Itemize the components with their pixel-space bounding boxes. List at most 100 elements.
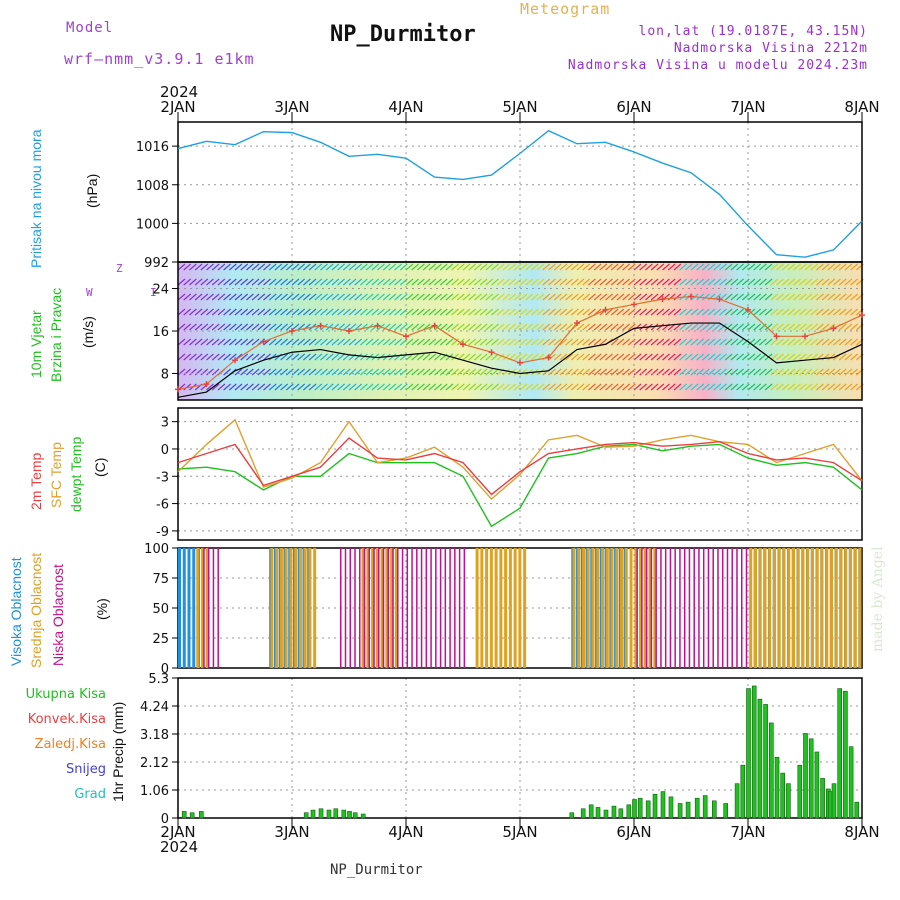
wind-barb <box>753 368 762 376</box>
wind-barb <box>263 368 271 376</box>
wind-barb <box>833 368 841 376</box>
wind-barb <box>588 293 596 301</box>
wind-barb <box>417 368 425 376</box>
wind-barb <box>434 263 442 271</box>
wind-barb <box>337 278 345 286</box>
wind-barb <box>570 293 579 301</box>
wind-barb <box>570 383 579 391</box>
cloud-bar <box>397 548 399 668</box>
wind-barb <box>850 338 858 346</box>
wind-barb <box>257 308 266 316</box>
wind-barb <box>536 293 545 301</box>
precip-bar <box>711 800 717 819</box>
y-tick-label: 50 <box>152 602 169 617</box>
wind-barb <box>474 278 482 286</box>
cloud-bar <box>458 548 461 668</box>
cloud-bar <box>702 548 705 668</box>
cloud-bar <box>745 548 748 668</box>
precip-bar <box>831 783 837 819</box>
wind-gust-marker <box>659 296 666 303</box>
x-tick-label-bottom: 5JAN <box>502 823 537 841</box>
wind-barb <box>633 368 642 376</box>
wind-barb <box>417 293 425 301</box>
wind-barb <box>531 338 539 346</box>
wind-barb <box>696 368 705 376</box>
wind-barb <box>320 308 328 316</box>
wind-barb <box>764 323 773 331</box>
legend-conv-rain: Konvek.Kisa <box>27 712 106 727</box>
wind-barb <box>177 338 186 346</box>
wind-barb <box>736 308 744 316</box>
wind-barb <box>645 383 653 391</box>
wind-barb <box>206 368 214 376</box>
wind-barb <box>576 338 585 346</box>
wind-barb <box>542 323 551 331</box>
cloud-bar <box>731 548 733 668</box>
wind-barb <box>781 278 790 286</box>
wind-barb <box>439 263 448 271</box>
wind-barb <box>405 353 414 361</box>
wind-barb <box>787 368 796 376</box>
wind-barb <box>816 308 824 316</box>
wind-barb <box>491 308 499 316</box>
cloud-bar <box>791 548 795 668</box>
wind-barb <box>320 338 328 346</box>
wind-barb <box>542 383 551 391</box>
wind-barb <box>713 353 722 361</box>
wind-barb <box>542 308 551 316</box>
wind-barb <box>759 338 767 346</box>
wind-barb <box>382 383 391 391</box>
wind-barb <box>673 368 682 376</box>
wind-barb <box>753 308 762 316</box>
wind-barb <box>228 263 237 271</box>
wind-barb <box>679 308 687 316</box>
wind-barb <box>223 353 231 361</box>
wind-barb <box>844 353 853 361</box>
wind-barb <box>234 278 243 286</box>
wind-barb <box>582 293 591 301</box>
legend-freezing-rain: Zaledj.Kisa <box>34 737 106 752</box>
wind-barb <box>337 263 345 271</box>
cloud-bar <box>629 548 633 668</box>
wind-barb <box>821 293 830 301</box>
y-tick-label: 0 <box>161 812 169 827</box>
cloud-bar <box>591 548 595 668</box>
wind-barb <box>645 293 653 301</box>
x-tick-label-top: 2JAN <box>160 98 195 116</box>
wind-barb <box>251 308 260 316</box>
y-tick-label: 1000 <box>136 217 169 232</box>
wind-barb <box>793 353 801 361</box>
cloud-bar <box>406 548 409 668</box>
wind-barb <box>827 293 836 301</box>
wind-barb <box>365 263 374 271</box>
wind-barb <box>228 278 237 286</box>
x-tick-label-top: 6JAN <box>616 98 651 116</box>
wind-barb <box>616 263 625 271</box>
wind-barb <box>525 278 534 286</box>
wind-barb <box>388 278 397 286</box>
wind-barb <box>251 278 260 286</box>
wind-barb <box>536 263 545 271</box>
wind-barb <box>656 278 665 286</box>
wind-barb <box>719 278 727 286</box>
precip-bar <box>333 808 339 819</box>
wind-barb <box>377 338 385 346</box>
wind-barb <box>360 293 368 301</box>
wind-barb <box>570 308 579 316</box>
wind-barb <box>348 263 357 271</box>
precip-bar <box>632 799 637 819</box>
wind-barb <box>536 308 545 316</box>
wind-barb <box>331 368 340 376</box>
wind-barb <box>217 383 226 391</box>
wind-barb <box>793 308 801 316</box>
cloud-bar <box>494 548 498 668</box>
wind-gust-marker <box>203 381 210 388</box>
wind-barb <box>741 263 750 271</box>
wind-barb <box>565 383 573 391</box>
cloud-bar <box>411 548 413 668</box>
wind-barb <box>439 278 448 286</box>
wind-barb <box>747 293 756 301</box>
wind-barb <box>360 263 368 271</box>
cloud-bar <box>217 548 219 668</box>
